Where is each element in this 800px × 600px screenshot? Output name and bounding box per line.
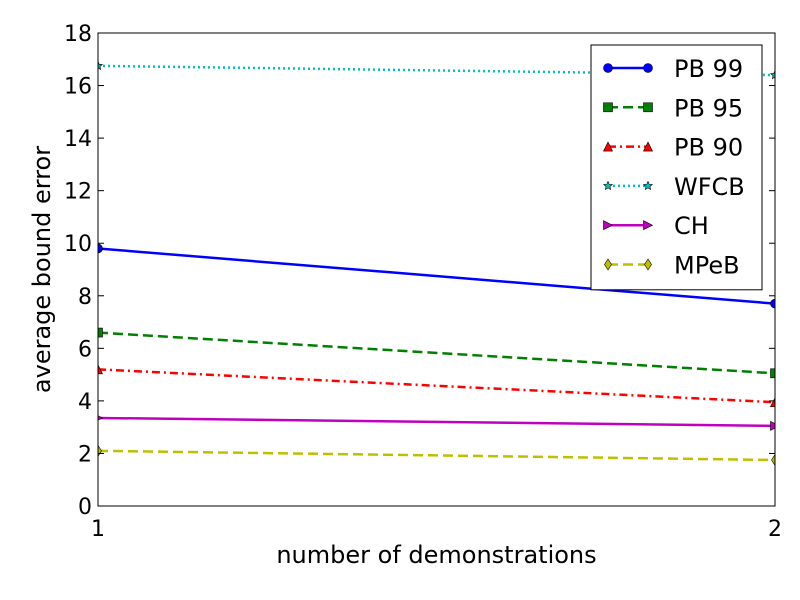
data-point-mpeb xyxy=(771,453,775,467)
y-tick-label: 0 xyxy=(78,495,92,520)
legend-label-pb-99: PB 99 xyxy=(674,55,743,83)
series-line-pb-95 xyxy=(98,331,775,375)
legend-marker-ch xyxy=(643,220,654,231)
legend-marker-pb-99 xyxy=(643,63,653,73)
plot-frame xyxy=(97,32,776,507)
series-line-pb-99 xyxy=(98,247,775,305)
plot-area xyxy=(98,60,775,467)
y-tick-label: 16 xyxy=(64,75,92,100)
legend-label-wfcb: WFCB xyxy=(674,173,745,201)
y-tick-label: 18 xyxy=(64,22,92,47)
data-point-ch xyxy=(98,415,104,421)
y-tick-label: 6 xyxy=(78,337,92,362)
data-point-pb-90 xyxy=(770,397,775,408)
y-tick-label: 12 xyxy=(64,180,92,205)
legend-marker-mpeb xyxy=(644,258,652,271)
legend-marker-pb-90 xyxy=(643,141,653,152)
data-point-pb-99 xyxy=(98,243,103,254)
legend-marker-wfcb xyxy=(642,180,654,191)
x-axis-label: number of demonstrations xyxy=(276,541,596,569)
legend-label-pb-90: PB 90 xyxy=(674,134,743,162)
legend-label-mpeb: MPeB xyxy=(674,252,740,280)
data-point-pb-90 xyxy=(98,364,103,375)
legend-marker-pb-90 xyxy=(603,141,613,152)
y-tick-label: 10 xyxy=(64,232,92,257)
series-line-mpeb xyxy=(98,449,775,462)
legend-label-pb-95: PB 95 xyxy=(674,94,743,122)
legend-marker-ch xyxy=(603,220,614,231)
data-point-pb-95 xyxy=(98,327,103,338)
legend: PB 99 PB 95 PB 90 WFCB CH MPeB xyxy=(590,44,763,291)
y-tick-label: 4 xyxy=(78,390,92,415)
legend-box xyxy=(590,44,763,291)
legend-marker-pb-95 xyxy=(643,102,653,113)
x-tick-label: 2 xyxy=(768,517,782,542)
x-tick-label: 1 xyxy=(91,517,105,542)
y-tick-label: 14 xyxy=(64,127,92,152)
data-point-wfcb xyxy=(769,69,775,80)
y-tick-label: 2 xyxy=(78,442,92,467)
series-line-ch xyxy=(98,416,775,428)
legend-marker-wfcb xyxy=(602,180,614,191)
data-point-wfcb xyxy=(98,60,104,71)
data-point-pb-99 xyxy=(770,298,775,309)
legend-label-ch: CH xyxy=(674,212,709,240)
y-axis-label: average bound error xyxy=(28,146,56,393)
series-line-pb-90 xyxy=(98,368,775,404)
legend-marker-mpeb xyxy=(604,258,612,271)
legend-marker-pb-99 xyxy=(603,63,613,73)
data-point-ch xyxy=(770,420,775,431)
legend-marker-pb-95 xyxy=(603,102,613,113)
y-tick-label: 8 xyxy=(78,285,92,310)
data-point-pb-95 xyxy=(770,368,775,379)
